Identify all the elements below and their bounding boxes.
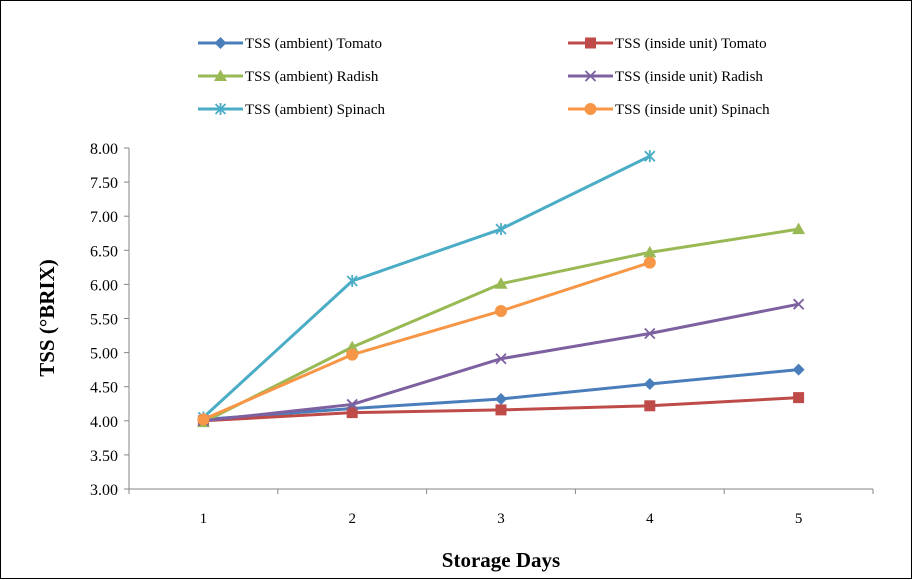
data-point-marker: [792, 222, 806, 235]
data-point-marker: [495, 223, 507, 236]
legend-item: TSS (inside unit) Radish: [568, 69, 763, 85]
legend-item: TSS (ambient) Tomato: [198, 36, 382, 52]
legend-label: TSS (inside unit) Spinach: [615, 102, 770, 118]
data-point-marker: [494, 277, 508, 289]
legend-marker: [214, 103, 227, 115]
legend-item: TSS (ambient) Radish: [198, 69, 379, 85]
legend-marker: [585, 37, 596, 49]
data-point-marker: [346, 407, 358, 419]
y-tick-label: 7.00: [90, 209, 118, 226]
data-point-marker: [495, 404, 507, 416]
data-point-marker: [644, 150, 656, 163]
legend: TSS (ambient) Tomato TSS (inside unit) To…: [198, 36, 770, 118]
y-tick-label: 6.00: [90, 277, 118, 294]
legend-label: TSS (ambient) Spinach: [245, 102, 385, 118]
data-point-marker: [197, 413, 210, 426]
data-point-marker: [792, 298, 805, 310]
x-tick-label: 1: [200, 511, 208, 527]
y-tick-label: 8.00: [90, 141, 118, 158]
data-point-marker: [643, 245, 657, 258]
legend-marker: [214, 69, 227, 81]
data-point-marker: [644, 400, 656, 412]
data-point-marker: [643, 256, 656, 269]
data-point-marker: [495, 304, 507, 317]
axes: 3.00 3.50 4.00 4.50 5.00 5.50 6.00 6.50 7.00 7.50…: [90, 141, 874, 527]
x-tick-label: 3: [497, 511, 505, 527]
y-tick-label: 5.00: [90, 346, 118, 363]
data-point-marker: [346, 348, 359, 361]
legend-item: TSS (ambient) Spinach: [198, 102, 385, 118]
legend-marker: [584, 103, 597, 115]
data-point-marker: [643, 377, 656, 390]
legend-label: TSS (inside unit) Tomato: [615, 36, 767, 52]
y-tick-label: 5.50: [90, 312, 118, 329]
legend-marker: [214, 37, 227, 49]
series-lines: [202, 154, 799, 424]
data-point-marker: [345, 340, 359, 353]
legend-label: TSS (ambient) Radish: [245, 69, 379, 85]
x-tick-label: 2: [348, 511, 356, 527]
series-line-5: [202, 154, 651, 419]
data-point-marker: [644, 327, 656, 340]
x-axis-title: Storage Days: [442, 548, 560, 572]
x-tick-label: 4: [646, 511, 654, 527]
data-point-marker: [346, 398, 358, 411]
data-point-marker: [792, 363, 805, 376]
y-tick-label: 6.50: [90, 243, 118, 260]
data-point-marker: [793, 392, 805, 404]
series-line-6: [202, 261, 651, 421]
y-tick-label: 3.00: [90, 482, 118, 499]
legend-marker: [584, 70, 597, 82]
y-tick-label: 4.00: [90, 414, 118, 431]
data-point-marker: [495, 392, 507, 405]
x-tick-label: 5: [795, 511, 803, 527]
y-tick-label: 3.50: [90, 448, 118, 465]
legend-label: TSS (ambient) Tomato: [245, 36, 382, 52]
y-tick-label: 7.50: [90, 175, 118, 192]
y-axis-title: TSS (°BRIX): [35, 259, 59, 377]
data-point-marker: [346, 274, 358, 287]
series-markers: [196, 150, 806, 428]
data-point-marker: [495, 353, 507, 365]
y-tick-label: 4.50: [90, 380, 118, 397]
legend-item: TSS (inside unit) Tomato: [568, 36, 767, 52]
legend-label: TSS (inside unit) Radish: [615, 69, 763, 85]
legend-item: TSS (inside unit) Spinach: [568, 102, 770, 118]
